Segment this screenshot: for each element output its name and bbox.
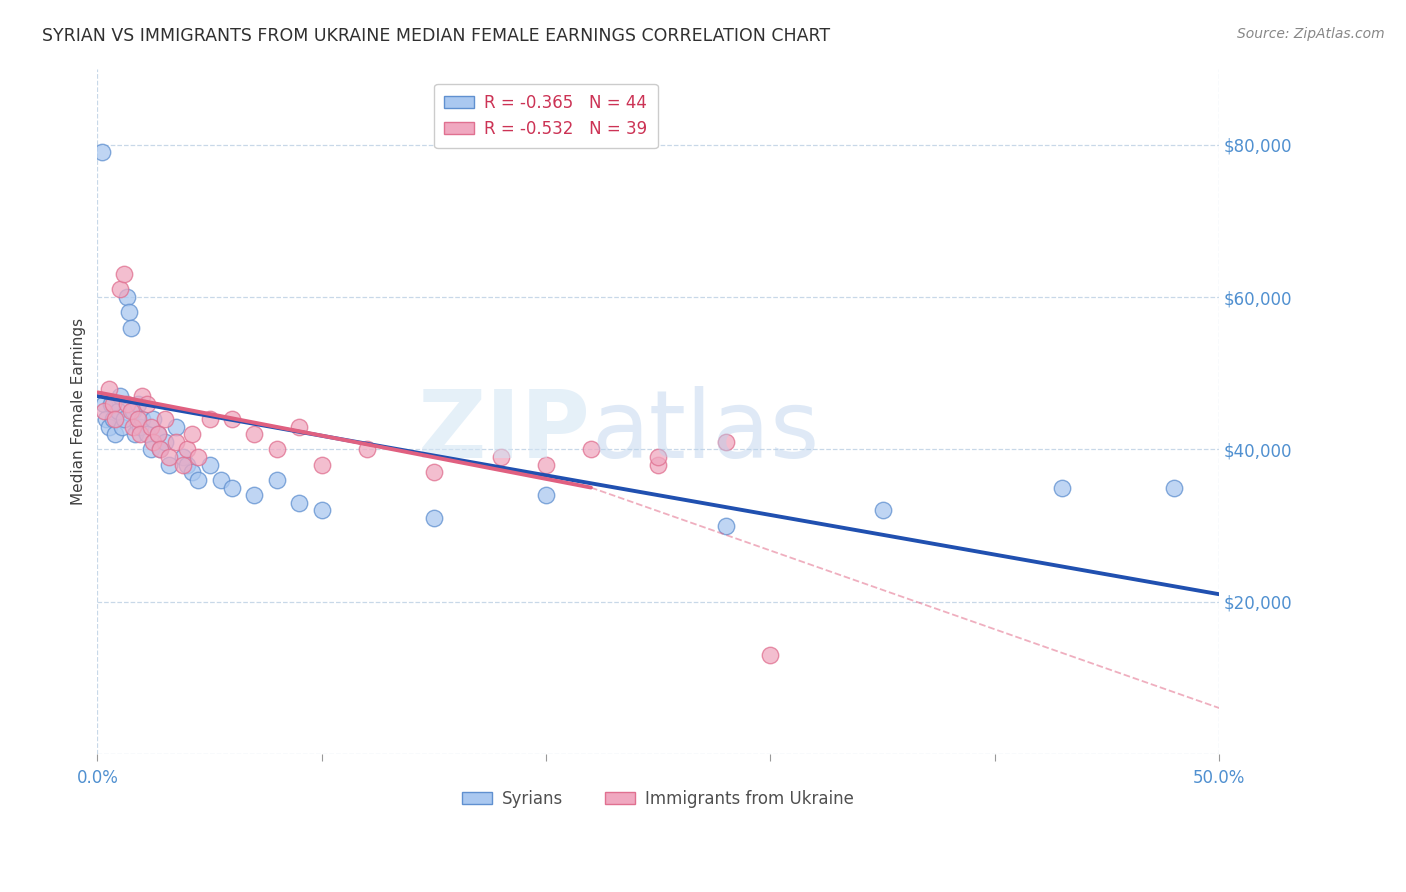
Point: [714, 518, 737, 533]
Point: [311, 503, 333, 517]
Point: [122, 404, 145, 418]
Point: [489, 450, 512, 464]
Point: [97, 382, 120, 396]
Point: [115, 397, 138, 411]
Point: [187, 450, 209, 464]
Legend: Syrians, Immigrants from Ukraine: Syrians, Immigrants from Ukraine: [456, 783, 860, 814]
Point: [112, 267, 135, 281]
Point: [579, 442, 602, 457]
Point: [131, 412, 153, 426]
Point: [266, 442, 288, 457]
Text: SYRIAN VS IMMIGRANTS FROM UKRAINE MEDIAN FEMALE EARNINGS CORRELATION CHART: SYRIAN VS IMMIGRANTS FROM UKRAINE MEDIAN…: [42, 27, 831, 45]
Point: [198, 458, 221, 472]
Point: [142, 434, 165, 449]
Point: [127, 397, 149, 411]
Point: [714, 434, 737, 449]
Point: [100, 397, 122, 411]
Point: [198, 412, 221, 426]
Point: [423, 511, 446, 525]
Point: [149, 442, 172, 457]
Point: [176, 458, 198, 472]
Point: [118, 305, 141, 319]
Point: [107, 404, 129, 418]
Point: [172, 458, 194, 472]
Point: [243, 427, 266, 442]
Point: [153, 434, 176, 449]
Point: [534, 488, 557, 502]
Point: [1163, 481, 1185, 495]
Point: [142, 412, 165, 426]
Point: [149, 442, 172, 457]
Point: [108, 389, 131, 403]
Point: [146, 427, 169, 442]
Point: [124, 427, 146, 442]
Point: [266, 473, 288, 487]
Point: [90, 145, 112, 160]
Y-axis label: Median Female Earnings: Median Female Earnings: [72, 318, 86, 505]
Point: [209, 473, 232, 487]
Point: [108, 283, 131, 297]
Point: [129, 419, 152, 434]
Point: [288, 496, 311, 510]
Point: [311, 458, 333, 472]
Point: [647, 458, 669, 472]
Point: [647, 450, 669, 464]
Point: [104, 427, 127, 442]
Point: [127, 412, 149, 426]
Point: [120, 320, 142, 334]
Point: [135, 397, 157, 411]
Text: atlas: atlas: [591, 386, 820, 478]
Point: [93, 397, 115, 411]
Point: [115, 290, 138, 304]
Point: [180, 427, 202, 442]
Point: [187, 473, 209, 487]
Point: [153, 412, 176, 426]
Point: [288, 419, 311, 434]
Point: [93, 404, 115, 418]
Point: [141, 442, 163, 457]
Point: [243, 488, 266, 502]
Point: [356, 442, 378, 457]
Point: [97, 419, 120, 434]
Point: [165, 434, 187, 449]
Point: [176, 442, 198, 457]
Point: [157, 458, 180, 472]
Text: ZIP: ZIP: [418, 386, 591, 478]
Point: [141, 419, 163, 434]
Point: [872, 503, 894, 517]
Point: [180, 466, 202, 480]
Point: [101, 397, 124, 411]
Point: [96, 412, 118, 426]
Point: [112, 412, 135, 426]
Point: [534, 458, 557, 472]
Point: [120, 404, 142, 418]
Point: [1050, 481, 1073, 495]
Point: [135, 427, 157, 442]
Point: [157, 450, 180, 464]
Point: [165, 419, 187, 434]
Point: [101, 412, 124, 426]
Point: [759, 648, 782, 662]
Point: [221, 412, 243, 426]
Point: [129, 427, 152, 442]
Point: [172, 450, 194, 464]
Point: [131, 389, 153, 403]
Text: Source: ZipAtlas.com: Source: ZipAtlas.com: [1237, 27, 1385, 41]
Point: [146, 427, 169, 442]
Point: [423, 466, 446, 480]
Point: [122, 419, 145, 434]
Point: [221, 481, 243, 495]
Point: [111, 419, 134, 434]
Point: [104, 412, 127, 426]
